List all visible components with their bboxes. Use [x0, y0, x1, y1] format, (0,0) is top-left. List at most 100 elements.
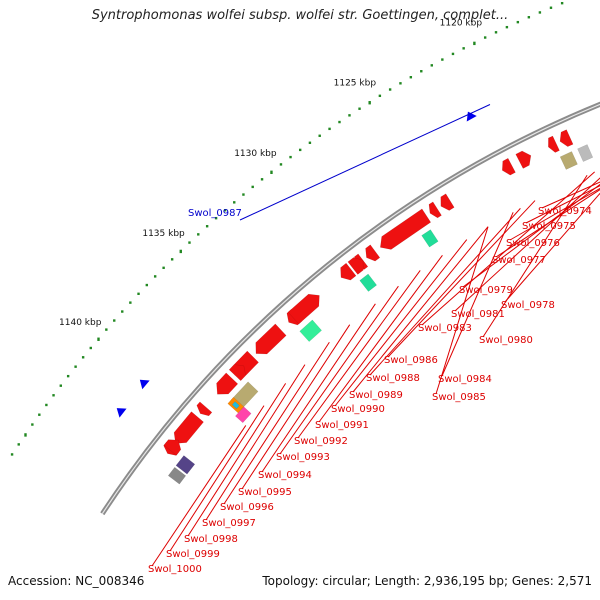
tick-dot: [348, 114, 351, 117]
tick-dot: [462, 47, 465, 50]
tick-dot: [10, 453, 14, 456]
tick-dot: [66, 374, 70, 378]
gene-arrow[interactable]: [287, 293, 320, 325]
tick-dot: [162, 266, 165, 270]
label-leader-line: [239, 104, 491, 221]
gene-label[interactable]: Swol_0992: [294, 436, 348, 447]
gene-label[interactable]: Swol_0999: [166, 549, 220, 560]
tick-dot: [233, 201, 236, 204]
tick-dot: [205, 225, 209, 228]
tick-dot: [52, 394, 55, 397]
gene-arrow[interactable]: [228, 364, 246, 382]
feature-block[interactable]: [231, 401, 240, 410]
gene-label[interactable]: Swol_0980: [479, 335, 533, 346]
gene-arrow[interactable]: [380, 208, 432, 250]
tick-dot: [298, 148, 302, 152]
gene-label[interactable]: Swol_0993: [276, 452, 330, 463]
tick-dot: [549, 6, 553, 9]
gene-arrow[interactable]: [559, 129, 574, 147]
backbone-ring: [100, 101, 600, 516]
tick-dot: [223, 209, 227, 212]
gene-label[interactable]: Swol_0990: [331, 404, 385, 415]
tick-dot: [289, 155, 292, 159]
gene-label[interactable]: Swol_0997: [202, 518, 256, 529]
gene-arrow[interactable]: [163, 439, 182, 456]
marker-triangle: [116, 408, 127, 418]
feature-block[interactable]: [359, 273, 378, 292]
label-leader-line: [435, 226, 489, 395]
label-leader-line: [387, 200, 536, 358]
tick-dot: [179, 249, 182, 254]
tick-dot: [145, 283, 149, 287]
gene-label[interactable]: Swol_0996: [220, 502, 274, 513]
tick-dot: [338, 120, 341, 124]
label-leader-line: [509, 187, 600, 241]
gene-label[interactable]: Swol_0989: [349, 390, 403, 401]
tick-dot: [368, 101, 371, 105]
gene-label[interactable]: Swol_0988: [366, 373, 420, 384]
tick-dot: [113, 319, 116, 322]
tick-label: 1135 kbp: [142, 229, 185, 239]
tick-label: 1120 kbp: [440, 18, 483, 28]
gene-label[interactable]: Swol_0975: [522, 221, 576, 232]
feature-block[interactable]: [421, 229, 439, 248]
tick-dot: [270, 170, 273, 175]
accession-text: Accession: NC_008346: [8, 574, 145, 588]
label-leader-line: [462, 183, 600, 288]
gene-features: [163, 129, 594, 485]
gene-arrow[interactable]: [515, 150, 532, 169]
tick-dot: [505, 25, 509, 29]
tick-dot: [483, 36, 487, 39]
gene-arrow[interactable]: [428, 201, 442, 219]
gene-label[interactable]: Swol_1000: [148, 564, 202, 575]
tick-dot: [137, 292, 140, 295]
tick-dot: [409, 76, 413, 79]
gene-arrow[interactable]: [216, 372, 239, 395]
map-title: Syntrophomonas wolfei subsp. wolfei str.…: [91, 8, 509, 23]
gene-label[interactable]: Swol_0985: [432, 392, 486, 403]
gene-arrow[interactable]: [440, 193, 455, 211]
gene-arrow[interactable]: [501, 157, 516, 176]
gene-label[interactable]: Swol_0984: [438, 374, 492, 385]
tick-dot: [260, 178, 264, 181]
label-leader-line: [261, 303, 376, 473]
feature-block[interactable]: [234, 406, 252, 424]
gene-arrow[interactable]: [347, 257, 364, 275]
label-leader-line: [334, 239, 468, 407]
feature-block[interactable]: [577, 144, 594, 162]
tick-dot: [81, 356, 85, 359]
gene-arrow[interactable]: [255, 323, 287, 355]
label-leader-line: [169, 405, 265, 552]
gene-label[interactable]: Swol_0978: [501, 300, 555, 311]
gene-arrow[interactable]: [340, 262, 357, 281]
feature-block[interactable]: [167, 466, 187, 485]
gene-label[interactable]: Swol_0994: [258, 470, 312, 481]
gene-label[interactable]: Swol_0981: [451, 309, 505, 320]
feature-block[interactable]: [559, 151, 578, 170]
feature-block[interactable]: [299, 319, 322, 342]
label-leader-line: [454, 177, 600, 312]
label-leader-line: [369, 208, 521, 376]
label-leader-line: [205, 364, 306, 521]
gene-arrow[interactable]: [196, 401, 213, 417]
gene-arrow[interactable]: [365, 244, 381, 262]
gene-arrow[interactable]: [548, 135, 560, 153]
gene-arrow[interactable]: [173, 411, 204, 444]
gene-label[interactable]: Swol_0977: [492, 255, 546, 266]
tick-dot: [17, 443, 20, 446]
tick-dot: [214, 216, 218, 220]
gene-label[interactable]: Swol_0976: [506, 238, 560, 249]
gene-label[interactable]: Swol_0991: [315, 420, 369, 431]
gene-label[interactable]: Swol_0998: [184, 534, 238, 545]
tick-dot: [251, 185, 254, 189]
gene-label[interactable]: Swol_0983: [418, 323, 472, 334]
gene-label[interactable]: Swol_0995: [238, 487, 292, 498]
gene-label[interactable]: Swol_0986: [384, 355, 438, 366]
label-leader-line: [297, 270, 421, 439]
tick-dot: [473, 41, 476, 46]
feature-block[interactable]: [175, 455, 196, 475]
gene-label[interactable]: Swol_0987: [188, 208, 242, 219]
gene-label[interactable]: Swol_0979: [459, 285, 513, 296]
gene-label[interactable]: Swol_0974: [538, 206, 592, 217]
